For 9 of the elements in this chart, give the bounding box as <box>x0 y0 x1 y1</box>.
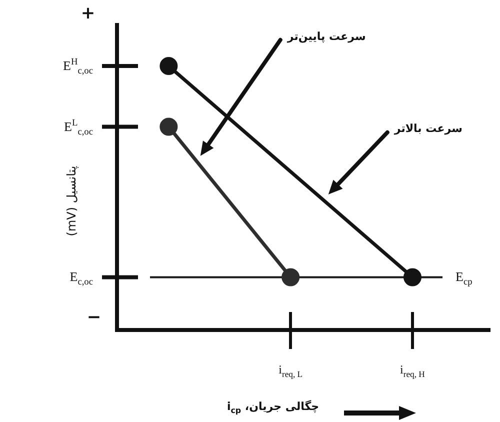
text: سرعت پایین‌تر <box>287 30 366 43</box>
x-tick-label: i$_{req, L}$ <box>278 362 303 379</box>
text: E$_{c,oc}$ <box>70 269 93 288</box>
text: − <box>86 308 102 328</box>
y-axis-title: پتانسیل (mV) <box>64 165 79 236</box>
ref-line-label: E$_{cp}$ <box>456 269 472 288</box>
x-tick-label: i$_{req, H}$ <box>400 362 425 379</box>
annotation: سرعت بالاتر <box>394 122 462 136</box>
text: + <box>80 4 96 24</box>
